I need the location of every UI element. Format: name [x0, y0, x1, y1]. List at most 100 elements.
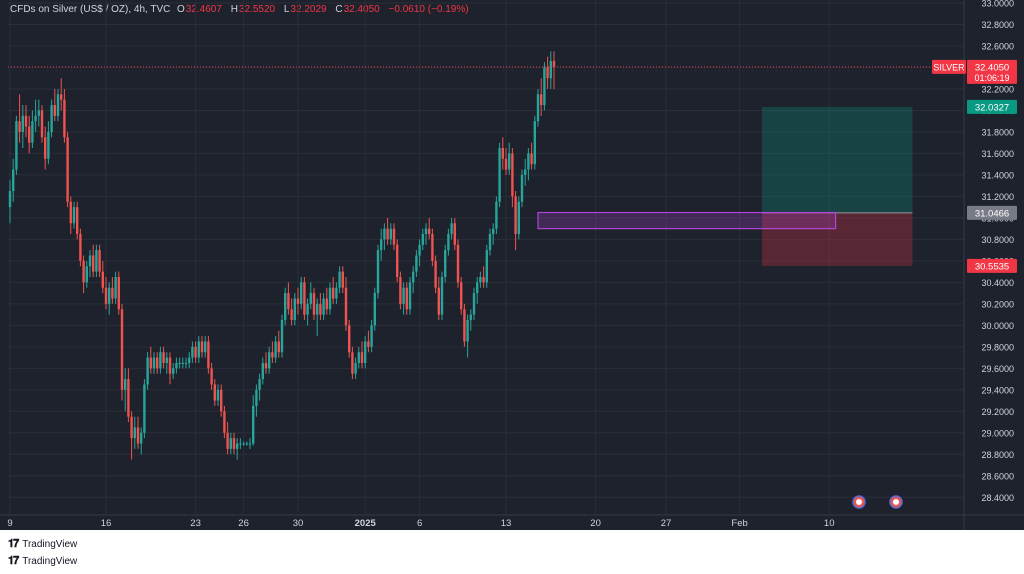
- candle-body: [130, 416, 133, 439]
- candle-body: [380, 239, 383, 251]
- candle-body: [386, 228, 389, 240]
- candle-body: [476, 282, 479, 294]
- candle-body: [418, 244, 421, 256]
- candle-body: [408, 282, 412, 310]
- tradingview-mark-icon: 𝟏𝟕: [8, 538, 19, 550]
- candle-body: [549, 61, 552, 79]
- candle-body: [200, 341, 204, 353]
- candle-body: [488, 234, 492, 251]
- candle-body: [172, 368, 175, 374]
- candle-body: [287, 293, 290, 310]
- candle-body: [501, 148, 504, 159]
- candle-body: [328, 287, 332, 310]
- candle-body: [92, 255, 95, 272]
- candle-body: [162, 352, 165, 363]
- candle-body: [31, 121, 34, 143]
- stop-zone: [762, 212, 913, 266]
- candle-body: [520, 174, 524, 202]
- stop-price-tag: 30.5535: [975, 261, 1009, 272]
- candle-body: [236, 443, 239, 449]
- price-chart[interactable]: 33.000032.800032.600032.400032.200032.00…: [0, 0, 1024, 530]
- x-tick-label: 6: [417, 518, 422, 529]
- candle-body: [175, 362, 178, 369]
- candle-body: [117, 276, 120, 310]
- candle-body: [60, 94, 63, 100]
- candle-body: [338, 271, 341, 288]
- candle-body: [434, 260, 437, 288]
- candle-body: [268, 352, 271, 369]
- symbol-header: CFDs on Silver (US$ / OZ), 4h, TVC O32.4…: [10, 4, 469, 15]
- y-tick-label: 32.2000: [981, 84, 1014, 94]
- candle-body: [111, 287, 114, 299]
- y-tick-label: 32.6000: [981, 41, 1014, 51]
- y-tick-label: 28.6000: [981, 471, 1014, 481]
- y-tick-label: 30.2000: [981, 299, 1014, 309]
- candle-body: [290, 309, 293, 320]
- candle-body: [364, 341, 367, 363]
- candle-body: [389, 228, 392, 240]
- candle-body: [274, 341, 277, 358]
- candle-body: [504, 158, 508, 170]
- candle-body: [95, 250, 98, 272]
- candle-body: [351, 352, 354, 374]
- candle-body: [79, 234, 82, 261]
- candle-body: [15, 121, 18, 170]
- entry-price-tag-bg: [967, 205, 1017, 220]
- candle-body: [437, 287, 440, 315]
- candle-body: [405, 287, 408, 310]
- x-tick-label: 26: [238, 518, 249, 529]
- y-tick-label: 30.8000: [981, 235, 1014, 245]
- candle-body: [335, 287, 338, 299]
- economic-event-icon-dot: [893, 499, 899, 505]
- candle-body: [277, 341, 280, 353]
- candle-body: [152, 357, 156, 369]
- candle-body: [34, 115, 37, 122]
- candle-body: [252, 405, 255, 444]
- candle-body: [8, 191, 12, 208]
- y-tick-label: 31.4000: [981, 170, 1014, 180]
- target-zone: [762, 106, 913, 213]
- candle-body: [255, 389, 258, 406]
- target-price-tag-bg: [967, 99, 1017, 114]
- candle-body: [431, 234, 434, 261]
- candle-body: [482, 276, 485, 283]
- candle-body: [354, 362, 357, 374]
- target-price-tag: 32.0327: [975, 102, 1009, 113]
- tradingview-logo-2[interactable]: 𝟏𝟕 TradingView: [8, 555, 77, 568]
- candle-body: [120, 309, 124, 390]
- candle-body: [181, 362, 184, 364]
- candle-body: [447, 234, 450, 251]
- x-tick-label: 10: [824, 518, 835, 529]
- candle-body: [412, 271, 415, 283]
- y-tick-label: 28.8000: [981, 450, 1014, 460]
- candle-body: [424, 228, 428, 235]
- candle-body: [258, 379, 261, 390]
- candle-body: [514, 196, 517, 235]
- candle-body: [239, 443, 242, 445]
- candle-body: [319, 303, 322, 315]
- candle-body: [44, 137, 47, 159]
- candle-body: [264, 362, 268, 369]
- economic-event-icon-dot: [856, 499, 862, 505]
- candle-body: [552, 61, 556, 67]
- candle-body: [508, 153, 511, 170]
- candle-body: [197, 341, 200, 358]
- close-label: C: [335, 4, 343, 15]
- candle-body: [149, 357, 152, 369]
- countdown-tag: 01:06:19: [974, 73, 1009, 83]
- candle-body: [402, 287, 405, 304]
- tradingview-logo[interactable]: 𝟏𝟕 TradingView: [8, 538, 77, 551]
- symbol-tag: SILVER: [933, 62, 965, 72]
- chart-panel[interactable]: CFDs on Silver (US$ / OZ), 4h, TVC O32.4…: [0, 0, 1024, 530]
- change-value: −0.0610 (−0.19%): [388, 4, 469, 15]
- candle-body: [367, 341, 370, 347]
- y-tick-label: 28.4000: [981, 493, 1014, 503]
- candle-body: [47, 131, 50, 159]
- candle-body: [536, 94, 540, 122]
- candle-body: [373, 293, 376, 326]
- candle-body: [66, 137, 69, 202]
- candle-body: [12, 169, 15, 192]
- candle-body: [498, 148, 501, 202]
- candle-body: [28, 126, 31, 143]
- candle-body: [511, 153, 514, 197]
